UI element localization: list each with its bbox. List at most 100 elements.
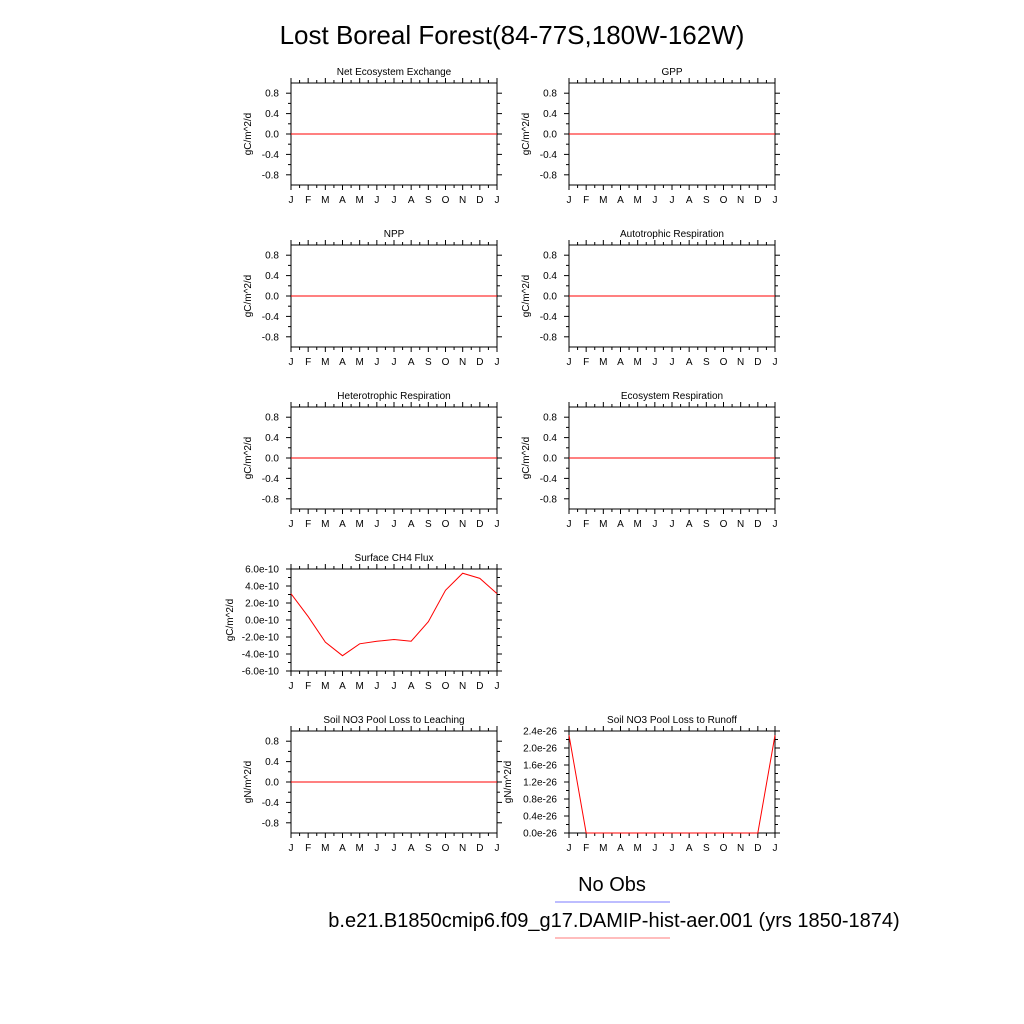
x-tick-label: M	[321, 195, 329, 206]
x-tick-label: J	[652, 519, 657, 530]
y-tick-label: -0.4	[540, 312, 558, 323]
y-tick-label: -0.8	[540, 494, 558, 505]
y-tick-label: 0.4e-26	[523, 812, 557, 823]
x-tick-label: F	[305, 519, 311, 530]
y-tick-label: 4.0e-10	[245, 582, 279, 593]
x-tick-label: A	[408, 843, 415, 854]
x-tick-label: A	[617, 843, 624, 854]
x-tick-label: M	[321, 843, 329, 854]
x-tick-label: N	[459, 681, 466, 692]
y-tick-label: -0.8	[262, 170, 280, 181]
y-tick-label: 0.0	[265, 130, 279, 141]
y-tick-label: 0.0	[265, 454, 279, 465]
y-axis-label: gN/m^2/d	[503, 761, 514, 804]
x-tick-label: S	[703, 195, 710, 206]
y-tick-label: 0.0	[543, 292, 557, 303]
y-tick-label: 0.4	[265, 271, 279, 282]
x-tick-label: D	[754, 843, 761, 854]
panel-title: NPP	[384, 229, 405, 240]
y-tick-label: 0.8	[543, 251, 557, 262]
x-tick-label: J	[392, 357, 397, 368]
panel-title: GPP	[661, 67, 682, 78]
y-tick-label: 0.8	[265, 251, 279, 262]
x-tick-label: J	[773, 843, 778, 854]
panel-title: Heterotrophic Respiration	[337, 391, 450, 402]
x-tick-label: M	[355, 519, 363, 530]
x-tick-label: S	[425, 681, 432, 692]
y-tick-label: -6.0e-10	[242, 667, 280, 678]
x-tick-label: N	[737, 357, 744, 368]
x-tick-label: A	[408, 519, 415, 530]
x-tick-label: D	[476, 519, 483, 530]
x-tick-label: M	[321, 357, 329, 368]
legend: No Obs b.e21.B1850cmip6.f09_g17.DAMIP-hi…	[328, 874, 900, 939]
panel-title: Soil NO3 Pool Loss to Leaching	[323, 715, 464, 726]
x-tick-label: A	[408, 681, 415, 692]
x-tick-label: A	[339, 357, 346, 368]
y-tick-label: 0.4	[543, 109, 557, 120]
y-axis-label: gC/m^2/d	[521, 113, 532, 156]
x-tick-label: F	[305, 681, 311, 692]
y-axis-label: gC/m^2/d	[521, 275, 532, 318]
y-tick-label: -0.4	[540, 150, 558, 161]
x-tick-label: A	[617, 357, 624, 368]
y-tick-label: 0.8	[543, 89, 557, 100]
x-tick-label: O	[720, 357, 728, 368]
y-tick-label: 0.0	[265, 778, 279, 789]
x-tick-label: J	[374, 681, 379, 692]
y-tick-label: -0.4	[262, 798, 280, 809]
x-tick-label: J	[495, 195, 500, 206]
x-tick-label: M	[633, 843, 641, 854]
x-tick-label: J	[495, 519, 500, 530]
y-tick-label: -0.4	[262, 312, 280, 323]
x-tick-label: J	[652, 195, 657, 206]
x-tick-label: O	[442, 681, 450, 692]
y-tick-label: 0.0	[265, 292, 279, 303]
y-axis-label: gC/m^2/d	[243, 275, 254, 318]
y-tick-label: -0.8	[540, 170, 558, 181]
x-tick-label: J	[289, 195, 294, 206]
x-tick-label: J	[289, 357, 294, 368]
x-tick-label: S	[425, 357, 432, 368]
x-tick-label: J	[773, 195, 778, 206]
x-tick-label: F	[583, 357, 589, 368]
x-tick-label: D	[476, 843, 483, 854]
x-tick-label: O	[720, 843, 728, 854]
x-tick-label: J	[773, 357, 778, 368]
y-tick-label: -0.8	[262, 494, 280, 505]
x-tick-label: D	[754, 519, 761, 530]
x-tick-label: O	[720, 519, 728, 530]
x-tick-label: A	[686, 843, 693, 854]
y-axis-label: gC/m^2/d	[243, 437, 254, 480]
y-tick-label: 1.6e-26	[523, 761, 557, 772]
x-tick-label: J	[567, 357, 572, 368]
x-tick-label: J	[374, 195, 379, 206]
y-tick-label: -0.4	[262, 150, 280, 161]
x-tick-label: N	[737, 843, 744, 854]
x-tick-label: M	[599, 195, 607, 206]
legend-model-label: b.e21.B1850cmip6.f09_g17.DAMIP-hist-aer.…	[328, 910, 899, 932]
x-tick-label: J	[567, 195, 572, 206]
x-tick-label: J	[374, 843, 379, 854]
y-tick-label: 6.0e-10	[245, 565, 279, 576]
x-tick-label: S	[425, 195, 432, 206]
y-tick-label: 0.4	[543, 433, 557, 444]
x-tick-label: F	[583, 195, 589, 206]
x-tick-label: N	[459, 843, 466, 854]
x-tick-label: D	[476, 195, 483, 206]
x-tick-label: N	[459, 357, 466, 368]
x-tick-label: S	[703, 357, 710, 368]
y-tick-label: 0.8	[543, 413, 557, 424]
x-tick-label: M	[355, 681, 363, 692]
x-tick-label: F	[583, 519, 589, 530]
x-tick-label: A	[408, 195, 415, 206]
x-tick-label: A	[339, 681, 346, 692]
x-tick-label: D	[754, 357, 761, 368]
